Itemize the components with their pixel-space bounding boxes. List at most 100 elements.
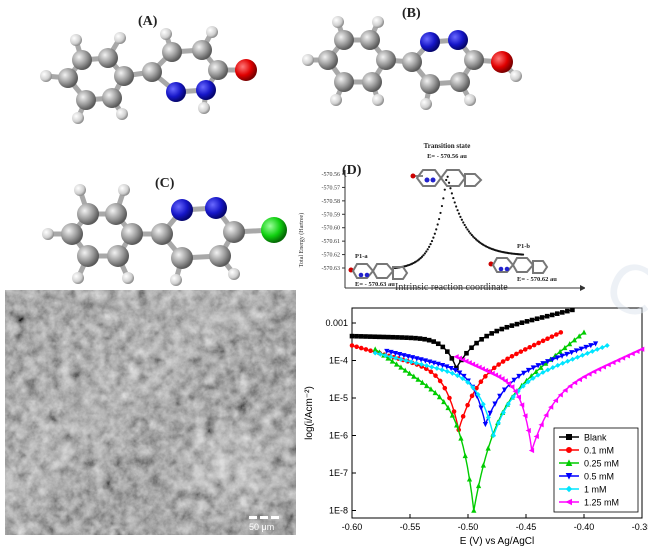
- data-point: [525, 367, 532, 374]
- data-point: [460, 357, 466, 363]
- data-point: [591, 368, 597, 375]
- data-point: [415, 376, 421, 382]
- data-point: [448, 365, 454, 372]
- data-point: [358, 334, 364, 339]
- data-point: [559, 353, 565, 359]
- data-point: [496, 362, 501, 367]
- scale-bar-label: 50 μm: [249, 522, 274, 532]
- irc-y-tick-label: -570.56: [322, 172, 341, 178]
- data-point: [409, 355, 416, 361]
- data-point: [527, 344, 533, 350]
- data-point: [435, 341, 441, 347]
- data-point: [403, 358, 409, 364]
- irc-point: [440, 204, 444, 208]
- data-point: [619, 355, 626, 361]
- irc-point: [472, 235, 475, 238]
- data-point: [600, 364, 606, 370]
- irc-point: [420, 255, 424, 258]
- data-point: [475, 392, 481, 398]
- irc-y-tick-label: -570.60: [322, 226, 341, 232]
- data-point: [520, 383, 526, 389]
- data-point: [469, 345, 474, 351]
- irc-point: [474, 238, 478, 241]
- data-point: [489, 370, 495, 377]
- data-point: [500, 410, 506, 416]
- data-point: [460, 375, 466, 382]
- data-point: [595, 366, 602, 372]
- data-point: [545, 359, 551, 365]
- data-point: [367, 334, 373, 339]
- data-point: [381, 334, 387, 340]
- data-point: [475, 482, 482, 489]
- data-point: [426, 337, 432, 343]
- data-point: [424, 382, 430, 389]
- data-point: [447, 395, 452, 401]
- data-point: [491, 365, 497, 371]
- data-point: [554, 332, 559, 337]
- data-point: [402, 367, 408, 373]
- x-tick-label: -0.40: [574, 522, 595, 532]
- data-point: [429, 364, 435, 370]
- data-point: [441, 398, 447, 405]
- data-point: [565, 459, 573, 466]
- p1a-structure: [348, 263, 409, 280]
- data-point: [442, 385, 448, 391]
- legend-label: 0.5 mM: [584, 472, 614, 482]
- data-point: [363, 347, 369, 352]
- data-point: [514, 351, 519, 357]
- irc-p1b-energy: E= - 570.62 au: [517, 276, 557, 283]
- data-point: [624, 353, 630, 359]
- data-point: [521, 370, 527, 376]
- data-point: [372, 350, 378, 356]
- data-point: [456, 355, 462, 361]
- data-point: [485, 445, 491, 451]
- data-point: [395, 335, 400, 340]
- p1b-structure: [488, 257, 549, 274]
- data-point: [471, 507, 477, 513]
- molecule-a-atoms: [40, 26, 257, 124]
- data-point: [455, 373, 461, 379]
- series-0-1-mm: [349, 330, 564, 433]
- data-point: [439, 362, 446, 369]
- data-point: [531, 342, 537, 348]
- data-point: [388, 349, 394, 356]
- legend-box: [553, 427, 639, 513]
- data-point: [484, 333, 489, 339]
- data-point: [576, 333, 582, 339]
- irc-ts-energy: E= - 570.56 au: [427, 153, 467, 160]
- data-point: [419, 379, 425, 385]
- data-point: [428, 386, 434, 392]
- data-point: [500, 359, 506, 364]
- data-point: [519, 320, 525, 326]
- scale-bar: 50 μm: [249, 516, 279, 532]
- data-point: [512, 388, 518, 394]
- data-point: [494, 328, 500, 334]
- data-point: [397, 352, 403, 358]
- data-point: [534, 316, 540, 322]
- data-point: [462, 452, 468, 459]
- data-point: [392, 350, 398, 357]
- data-point: [482, 421, 489, 428]
- data-point: [573, 348, 580, 354]
- data-point: [579, 352, 585, 358]
- data-point: [474, 340, 479, 346]
- data-point: [571, 337, 578, 343]
- irc-point: [418, 258, 421, 261]
- data-point: [491, 432, 497, 439]
- data-point: [502, 378, 508, 384]
- y-tick-label: 1E-4: [329, 356, 348, 366]
- irc-p1a-label: P1-a: [355, 253, 368, 260]
- data-point: [453, 354, 459, 360]
- data-point: [436, 394, 443, 400]
- irc-point: [452, 196, 455, 200]
- data-point: [431, 339, 437, 344]
- data-point: [594, 346, 600, 352]
- data-point: [451, 409, 457, 414]
- data-point: [522, 347, 528, 352]
- legend-label: 0.25 mM: [584, 459, 619, 469]
- data-point: [562, 344, 568, 351]
- data-point: [514, 321, 520, 327]
- irc-point: [419, 257, 422, 260]
- data-point: [454, 422, 460, 428]
- irc-point: [429, 243, 432, 246]
